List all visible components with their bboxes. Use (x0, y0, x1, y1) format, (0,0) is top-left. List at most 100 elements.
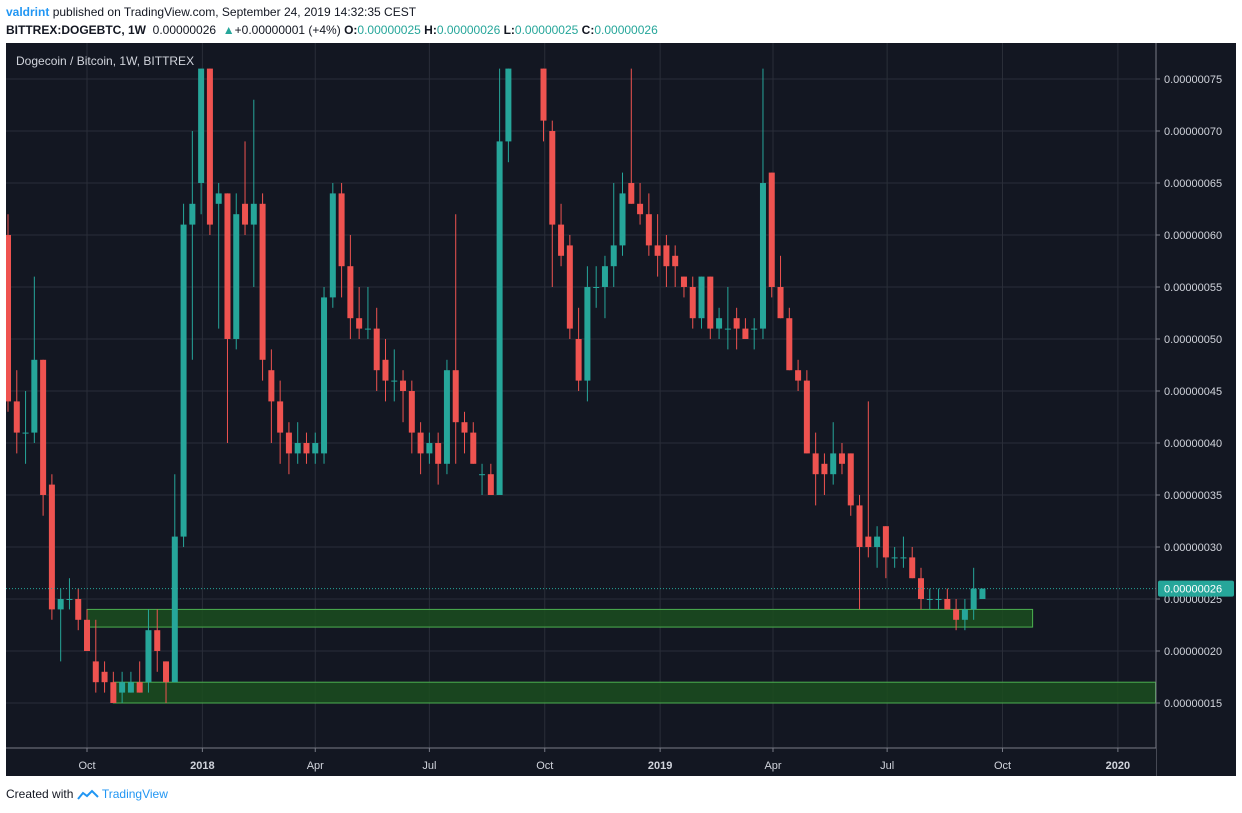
symbol: BITTREX:DOGEBTC, 1W (6, 23, 146, 37)
chart-background (6, 43, 1236, 776)
candle (838, 443, 845, 475)
candle-body (75, 599, 82, 620)
candle-body (786, 318, 793, 371)
close-value: 0.00000026 (594, 23, 658, 37)
candle (645, 193, 652, 256)
candle-body (224, 193, 231, 339)
candle-body (268, 370, 275, 402)
candle (22, 391, 29, 464)
author-name[interactable]: valdrint (6, 5, 50, 19)
candle-body (716, 318, 723, 329)
time-axis-labels: Oct 2018 Apr Jul Oct 2019 Apr Jul Oct 2020 (78, 748, 1130, 772)
candle-body (40, 359, 47, 495)
candle-body (496, 141, 503, 495)
published-text: published on TradingView.com, September … (52, 5, 417, 19)
chart-title: Dogecoin / Bitcoin, 1W, BITTREX (16, 54, 194, 68)
time-tick-label: 2018 (190, 760, 214, 772)
candle (215, 183, 222, 329)
price-axis-background[interactable] (1156, 43, 1236, 776)
price-tick-label: 0.00000015 (1164, 698, 1222, 710)
time-tick-label: Jul (880, 760, 894, 772)
footer: Created with TradingView (6, 787, 168, 802)
candle-body (285, 432, 292, 454)
candle-body (961, 609, 968, 620)
candle-body (154, 630, 161, 651)
candle (882, 526, 889, 579)
candle (84, 609, 91, 651)
candle-body (259, 203, 266, 360)
candle-body (637, 203, 644, 215)
candle-body (610, 245, 617, 267)
candle (171, 474, 178, 683)
change-arrow-icon: ▲ (222, 23, 235, 37)
candle (40, 359, 47, 516)
candle-body (865, 536, 872, 547)
candle-body (57, 599, 64, 610)
ohlc-line: BITTREX:DOGEBTC, 1W 0.00000026 ▲+0.00000… (6, 23, 658, 37)
candle-body (566, 245, 573, 329)
low-value: 0.00000025 (514, 23, 579, 37)
candle-body (163, 661, 170, 683)
candle (575, 307, 582, 391)
price-tick-label: 0.00000070 (1164, 126, 1222, 138)
candle-body (48, 484, 55, 610)
candle-body (689, 287, 696, 319)
support-zones (86, 608, 1157, 704)
price-tick-label: 0.00000050 (1164, 334, 1222, 346)
open-label: O: (344, 23, 358, 37)
candle (812, 432, 819, 506)
candle-body (601, 266, 608, 287)
candle-body (680, 276, 687, 287)
candle-body (6, 235, 11, 402)
candle (145, 609, 152, 693)
candle-body (882, 526, 889, 558)
candle-body (549, 131, 556, 225)
candle (57, 588, 64, 662)
time-tick-label: Oct (536, 760, 553, 772)
candle-body (435, 443, 442, 464)
candle (136, 661, 143, 693)
tradingview-link[interactable]: TradingView (101, 787, 168, 801)
candle-body (847, 453, 854, 506)
candle-body (180, 224, 187, 537)
price-tick-label: 0.00000045 (1164, 386, 1222, 398)
current-price-badge-box (1158, 580, 1234, 597)
price-axis-labels: 0.00000075 0.00000070 0.00000065 0.00000060… (1156, 74, 1222, 710)
low-label: L: (503, 23, 515, 37)
candle (268, 349, 275, 443)
candle-body (233, 214, 240, 339)
candle (443, 359, 450, 475)
candle-body (347, 266, 354, 319)
time-tick-label: Oct (994, 760, 1011, 772)
candle-body (575, 339, 582, 381)
candle-body (312, 443, 319, 454)
candle-body (356, 318, 363, 329)
candle-body (821, 463, 828, 475)
candle-body (250, 203, 257, 225)
tradingview-logo-icon (76, 789, 99, 800)
candle (751, 318, 758, 350)
time-axis-background[interactable] (6, 748, 1156, 776)
candle (198, 68, 205, 215)
candle-body (452, 370, 459, 423)
candle (461, 411, 468, 454)
candle-body (277, 401, 284, 433)
candle (92, 619, 99, 693)
candle (75, 588, 82, 631)
candle-body (663, 245, 670, 267)
time-tick-label: 2020 (1106, 760, 1130, 772)
candle-body (540, 68, 547, 121)
candle-body (31, 359, 38, 433)
candle-body (443, 370, 450, 464)
created-with-text: Created with (6, 787, 74, 801)
candle (119, 671, 126, 703)
candle (224, 193, 231, 443)
candle (329, 183, 336, 308)
candlestick-chart[interactable]: Dogecoin / Bitcoin, 1W, BITTREX 0.000000… (6, 43, 1236, 776)
candle-body (619, 193, 626, 246)
candle (689, 276, 696, 329)
candle-body (101, 671, 108, 683)
candle (610, 183, 617, 287)
candle (250, 99, 257, 287)
candle (926, 588, 933, 610)
